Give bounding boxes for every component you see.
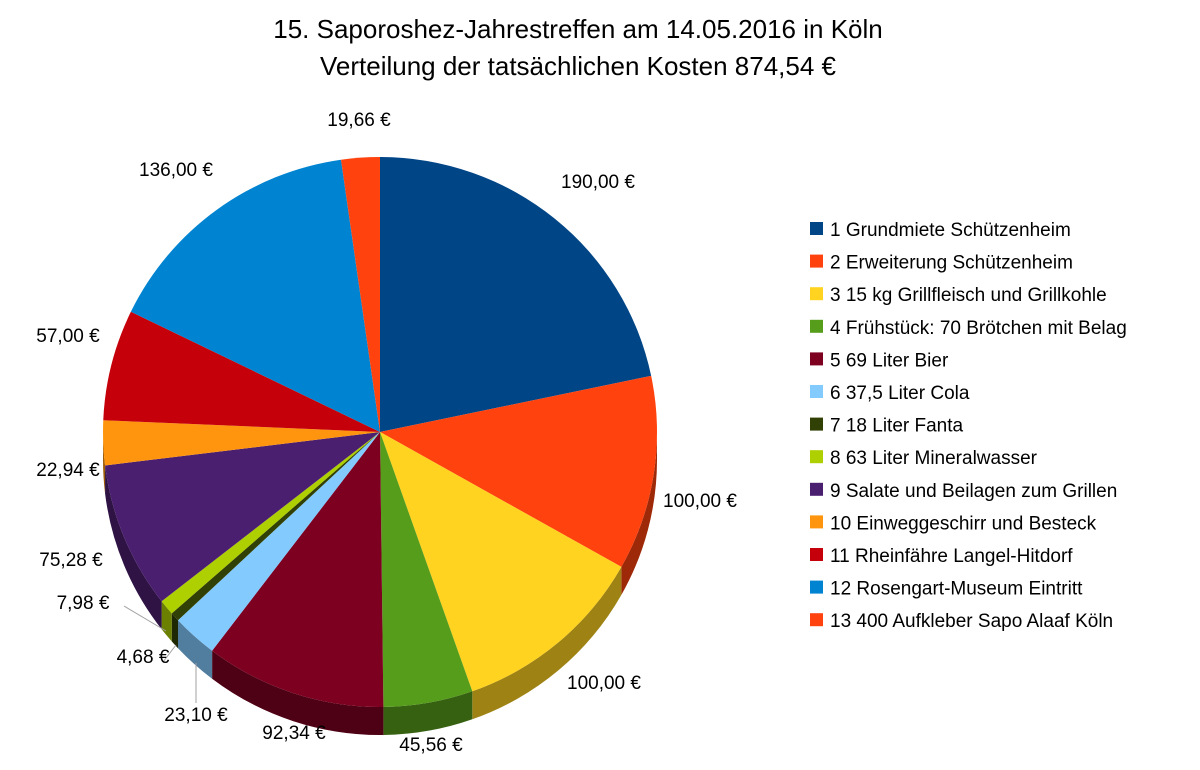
- legend-swatch-8: [810, 450, 823, 464]
- pie-slice-side-10: [103, 432, 106, 494]
- data-label-9: 75,28 €: [39, 550, 103, 571]
- pie-slice-side-9: [105, 465, 162, 630]
- data-label-3: 100,00 €: [567, 673, 641, 694]
- pie-slice-3: [380, 432, 622, 692]
- legend-label-9: 9 Salate und Beilagen zum Grillen: [830, 481, 1117, 502]
- pie-slice-side-7: [171, 613, 179, 649]
- data-label-10: 22,94 €: [36, 460, 100, 481]
- data-label-7: 4,68 €: [117, 647, 170, 668]
- pie-slice-side-4: [383, 691, 473, 735]
- legend-item-11: 11 Rheinfähre Langel-Hitdorf: [810, 546, 1073, 567]
- legend-swatch-10: [810, 515, 823, 529]
- pie-slice-6: [178, 432, 380, 651]
- pie-slice-4: [380, 432, 473, 707]
- legend-swatch-7: [810, 417, 823, 431]
- pie-slice-13: [341, 157, 380, 432]
- leader-line-8: [123, 605, 167, 632]
- legend-label-6: 6 37,5 Liter Cola: [830, 383, 970, 404]
- pie-depth: [103, 432, 657, 736]
- legend-item-12: 12 Rosengart-Museum Eintritt: [810, 579, 1083, 600]
- data-label-2: 100,00 €: [663, 491, 737, 512]
- legend-item-5: 5 69 Liter Bier: [810, 350, 949, 371]
- data-label-8: 7,98 €: [57, 593, 110, 614]
- legend-item-7: 7 18 Liter Fanta: [810, 416, 964, 437]
- pie-slice-side-3: [472, 566, 622, 720]
- pie-slice-side-2: [621, 432, 657, 595]
- pie-slice-1: [380, 157, 652, 432]
- legend-item-1: 1 Grundmiete Schützenheim: [810, 220, 1071, 241]
- legend-swatch-13: [810, 613, 823, 627]
- pie-slice-2: [380, 375, 658, 567]
- legend-label-4: 4 Frühstück: 70 Brötchen mit Belag: [830, 318, 1127, 339]
- legend-label-8: 8 63 Liter Mineralwasser: [830, 448, 1038, 469]
- pie-slice-side-5: [212, 650, 384, 736]
- pie-slice-5: [212, 432, 384, 708]
- leader-lines: [123, 605, 197, 703]
- legend-item-9: 9 Salate und Beilagen zum Grillen: [810, 481, 1117, 502]
- pie-slice-7: [171, 432, 380, 621]
- data-labels: 190,00 € 100,00 € 100,00 € 45,56 € 92,34 € 23…: [36, 110, 737, 756]
- legend-label-10: 10 Einweggeschirr und Besteck: [830, 513, 1097, 534]
- legend-item-10: 10 Einweggeschirr und Besteck: [810, 513, 1097, 534]
- chart-subtitle: Verteilung der tatsächlichen Kosten 874,…: [320, 51, 837, 81]
- pie-slice-10: [103, 420, 380, 466]
- legend-item-2: 2 Erweiterung Schützenheim: [810, 253, 1073, 274]
- data-label-4: 45,56 €: [399, 735, 463, 756]
- data-label-12: 136,00 €: [139, 160, 213, 181]
- legend-item-4: 4 Frühstück: 70 Brötchen mit Belag: [810, 318, 1127, 339]
- data-label-5: 92,34 €: [262, 723, 326, 744]
- leader-line-7: [162, 644, 177, 663]
- data-label-1: 190,00 €: [561, 172, 635, 193]
- legend-swatch-5: [810, 352, 823, 366]
- legend-label-13: 13 400 Aufkleber Sapo Alaaf Köln: [830, 611, 1113, 632]
- legend-item-6: 6 37,5 Liter Cola: [810, 383, 970, 404]
- pie-slice-8: [161, 432, 380, 614]
- legend-item-8: 8 63 Liter Mineralwasser: [810, 448, 1038, 469]
- legend-label-3: 3 15 kg Grillfleisch und Grillkohle: [830, 285, 1107, 306]
- pie-slices: [103, 157, 658, 708]
- legend-label-2: 2 Erweiterung Schützenheim: [830, 253, 1073, 274]
- legend: 1 Grundmiete Schützenheim 2 Erweiterung S…: [810, 220, 1127, 632]
- legend-swatch-11: [810, 548, 823, 561]
- legend-label-5: 5 69 Liter Bier: [830, 350, 949, 371]
- legend-swatch-4: [810, 319, 823, 333]
- legend-swatch-6: [810, 385, 823, 398]
- pie-slice-9: [105, 432, 380, 602]
- pie-slice-12: [130, 159, 380, 433]
- pie-slice-side-8: [161, 601, 172, 642]
- legend-swatch-2: [810, 254, 823, 268]
- legend-label-12: 12 Rosengart-Museum Eintritt: [830, 579, 1083, 600]
- data-label-11: 57,00 €: [36, 326, 100, 347]
- legend-swatch-3: [810, 287, 823, 301]
- legend-swatch-12: [810, 580, 823, 594]
- data-label-6: 23,10 €: [164, 705, 228, 726]
- legend-label-7: 7 18 Liter Fanta: [830, 416, 964, 437]
- legend-label-1: 1 Grundmiete Schützenheim: [830, 220, 1071, 241]
- pie-slice-11: [103, 311, 380, 432]
- legend-item-3: 3 15 kg Grillfleisch und Grillkohle: [810, 285, 1107, 306]
- pie-slice-side-6: [178, 620, 213, 679]
- legend-label-11: 11 Rheinfähre Langel-Hitdorf: [830, 546, 1073, 567]
- legend-swatch-1: [810, 222, 823, 235]
- legend-item-13: 13 400 Aufkleber Sapo Alaaf Köln: [810, 611, 1113, 632]
- data-label-13: 19,66 €: [327, 110, 391, 131]
- chart-title: 15. Saporoshez-Jahrestreffen am 14.05.20…: [273, 14, 882, 44]
- legend-swatch-9: [810, 482, 823, 496]
